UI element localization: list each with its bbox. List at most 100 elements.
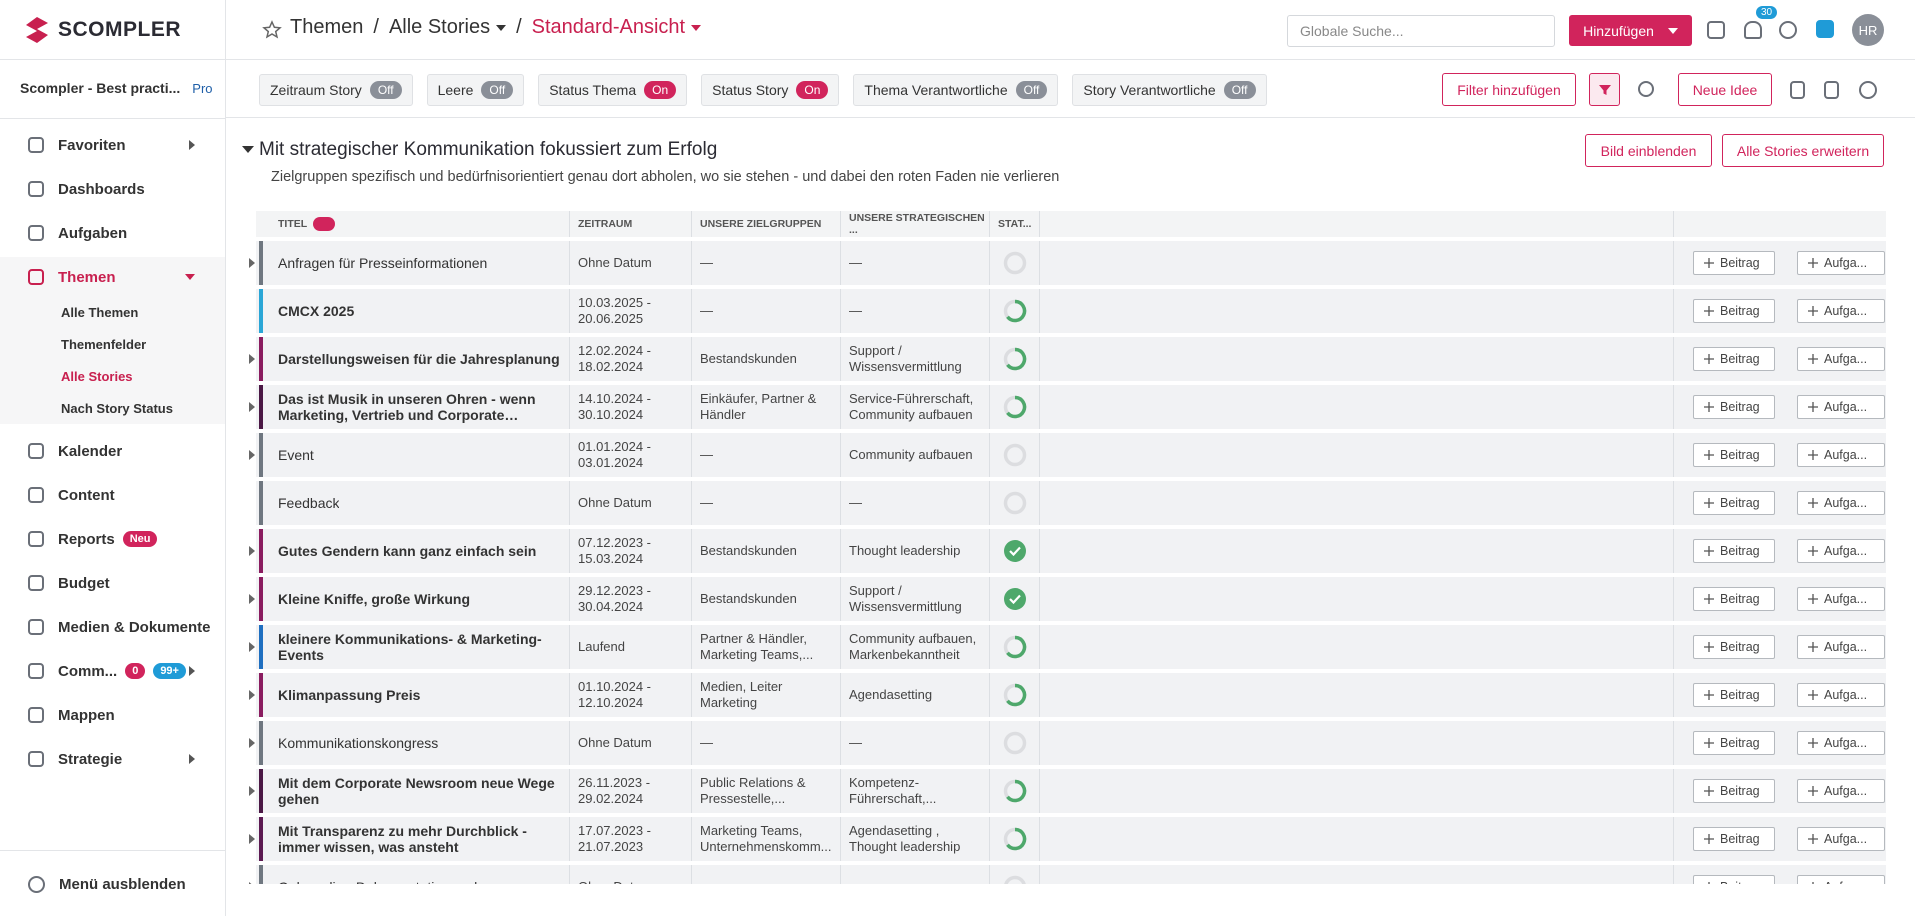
row-action[interactable]: Beitrag	[1693, 683, 1775, 707]
title[interactable]: CMCX 2025	[278, 303, 355, 319]
row-action[interactable]: Beitrag	[1693, 827, 1775, 851]
row-action[interactable]: Aufga...	[1797, 539, 1885, 563]
row-expander[interactable]	[249, 690, 255, 700]
import-icon[interactable]	[1790, 81, 1805, 99]
row-expander[interactable]	[249, 354, 255, 364]
add-button[interactable]: Hinzufügen	[1569, 15, 1692, 46]
row-action[interactable]: Aufga...	[1797, 395, 1885, 419]
row-action[interactable]: Beitrag	[1693, 491, 1775, 515]
nav-item[interactable]: Budget	[0, 563, 225, 603]
subnav-item[interactable]: Alle Themen	[0, 296, 225, 328]
title[interactable]: Das ist Musik in unseren Ohren - wenn Ma…	[278, 391, 536, 423]
nav-item[interactable]: Dashboards	[0, 169, 225, 209]
row-action[interactable]: Beitrag	[1693, 395, 1775, 419]
row-expander[interactable]	[249, 258, 255, 268]
title[interactable]: Event	[278, 447, 314, 463]
filter-chip[interactable]: Thema Verantwortliche Off	[853, 74, 1059, 106]
subnav-item[interactable]: Nach Story Status	[0, 392, 225, 424]
nav-item[interactable]: Content	[0, 475, 225, 515]
nav-item[interactable]: Aufgaben	[0, 213, 225, 253]
row-expander[interactable]	[249, 834, 255, 844]
logo[interactable]: SCOMPLER	[24, 14, 181, 46]
row-expander[interactable]	[249, 642, 255, 652]
row-action[interactable]: Beitrag	[1693, 347, 1775, 371]
row-action[interactable]: Aufga...	[1797, 827, 1885, 851]
title[interactable]: Feedback	[278, 495, 340, 511]
title[interactable]: Gutes Gendern kann ganz einfach sein	[278, 543, 537, 559]
title[interactable]: Mit Transparenz zu mehr Durchblick - imm…	[278, 823, 527, 855]
show-image[interactable]: Bild einblenden	[1585, 134, 1712, 167]
settings-icon[interactable]	[1859, 81, 1877, 99]
info-icon[interactable]	[1779, 21, 1797, 39]
row-action[interactable]: Aufga...	[1797, 731, 1885, 755]
nav-item[interactable]: Mappen	[0, 695, 225, 735]
topic-collapse[interactable]	[242, 146, 254, 153]
filter-chip[interactable]: Story Verantwortliche Off	[1072, 74, 1267, 106]
bell-icon[interactable]	[1744, 21, 1762, 39]
breadcrumb-item[interactable]: Alle Stories	[389, 16, 507, 39]
title[interactable]: kleinere Kommunikations- & Marketing-Eve…	[278, 631, 542, 663]
row-expander[interactable]	[249, 738, 255, 748]
row-action[interactable]: Beitrag	[1693, 635, 1775, 659]
row-action[interactable]: Aufga...	[1797, 251, 1885, 275]
filter-chip[interactable]: Zeitraum Story Off	[259, 74, 413, 106]
sort-indicator[interactable]	[313, 217, 336, 231]
nav-item[interactable]: Strategie	[0, 739, 225, 779]
row-expander[interactable]	[249, 546, 255, 556]
row-action[interactable]: Aufga...	[1797, 683, 1885, 707]
row-expander[interactable]	[249, 402, 255, 412]
row-action[interactable]: Aufga...	[1797, 443, 1885, 467]
title[interactable]: Onboarding-Dokumentation und	[278, 879, 477, 884]
new-idea[interactable]: Neue Idee	[1678, 73, 1772, 106]
filter-toggle[interactable]	[1589, 73, 1620, 106]
row-action[interactable]: Aufga...	[1797, 779, 1885, 803]
filter-chip[interactable]: Status Story On	[701, 74, 840, 106]
nav-item[interactable]: Themen	[0, 257, 225, 297]
row-expander[interactable]	[249, 882, 255, 884]
breadcrumb-item[interactable]: Themen	[290, 16, 364, 38]
nav-item[interactable]: Kalender	[0, 431, 225, 471]
title[interactable]: Darstellungsweisen für die Jahresplanung	[278, 351, 560, 367]
row-action[interactable]: Beitrag	[1693, 875, 1775, 884]
breadcrumb-item[interactable]: Standard-Ansicht	[532, 16, 702, 39]
row-action[interactable]: Beitrag	[1693, 731, 1775, 755]
row-action[interactable]: Beitrag	[1693, 443, 1775, 467]
row-action[interactable]: Beitrag	[1693, 299, 1775, 323]
app-icon[interactable]	[1816, 20, 1834, 38]
row-expander[interactable]	[249, 786, 255, 796]
favorite-star[interactable]	[262, 20, 282, 40]
global-search[interactable]: Globale Suche...	[1287, 15, 1555, 47]
row-action[interactable]: Aufga...	[1797, 875, 1885, 884]
nav-item[interactable]: Medien & Dokumente	[0, 607, 225, 647]
row-action[interactable]: Aufga...	[1797, 635, 1885, 659]
filter-chip[interactable]: Leere Off	[426, 74, 525, 106]
export-icon[interactable]	[1824, 81, 1839, 99]
nav-item[interactable]: Reports Neu	[0, 519, 225, 559]
title[interactable]: Kleine Kniffe, große Wirkung	[278, 591, 470, 607]
gift-icon[interactable]	[1707, 21, 1725, 39]
row-action[interactable]: Beitrag	[1693, 539, 1775, 563]
title[interactable]: Klimanpassung Preis	[278, 687, 421, 703]
subnav-item[interactable]: Alle Stories	[0, 360, 225, 392]
row-expander[interactable]	[249, 594, 255, 604]
row-action[interactable]: Aufga...	[1797, 347, 1885, 371]
avatar[interactable]: HR	[1852, 14, 1884, 46]
collapse-menu[interactable]: Menü ausblenden	[28, 876, 186, 893]
row-action[interactable]: Aufga...	[1797, 299, 1885, 323]
nav-item[interactable]: Comm... 0 99+	[0, 651, 225, 691]
row-action[interactable]: Aufga...	[1797, 587, 1885, 611]
filter-chip[interactable]: Status Thema On	[538, 74, 688, 106]
title[interactable]: Mit dem Corporate Newsroom neue Wege geh…	[278, 775, 555, 807]
subnav-item[interactable]: Themenfelder	[0, 328, 225, 360]
row-action[interactable]: Beitrag	[1693, 587, 1775, 611]
expand-all[interactable]: Alle Stories erweitern	[1722, 134, 1884, 167]
row-expander[interactable]	[249, 450, 255, 460]
search-icon[interactable]	[1638, 81, 1654, 97]
workspace[interactable]: Scompler - Best practi... Pro	[20, 80, 213, 96]
row-action[interactable]: Aufga...	[1797, 491, 1885, 515]
nav-item[interactable]: Favoriten	[0, 125, 225, 165]
title[interactable]: Anfragen für Presseinformationen	[278, 255, 488, 271]
title[interactable]: Kommunikationskongress	[278, 735, 439, 751]
add-filter[interactable]: Filter hinzufügen	[1442, 73, 1576, 106]
row-action[interactable]: Beitrag	[1693, 779, 1775, 803]
